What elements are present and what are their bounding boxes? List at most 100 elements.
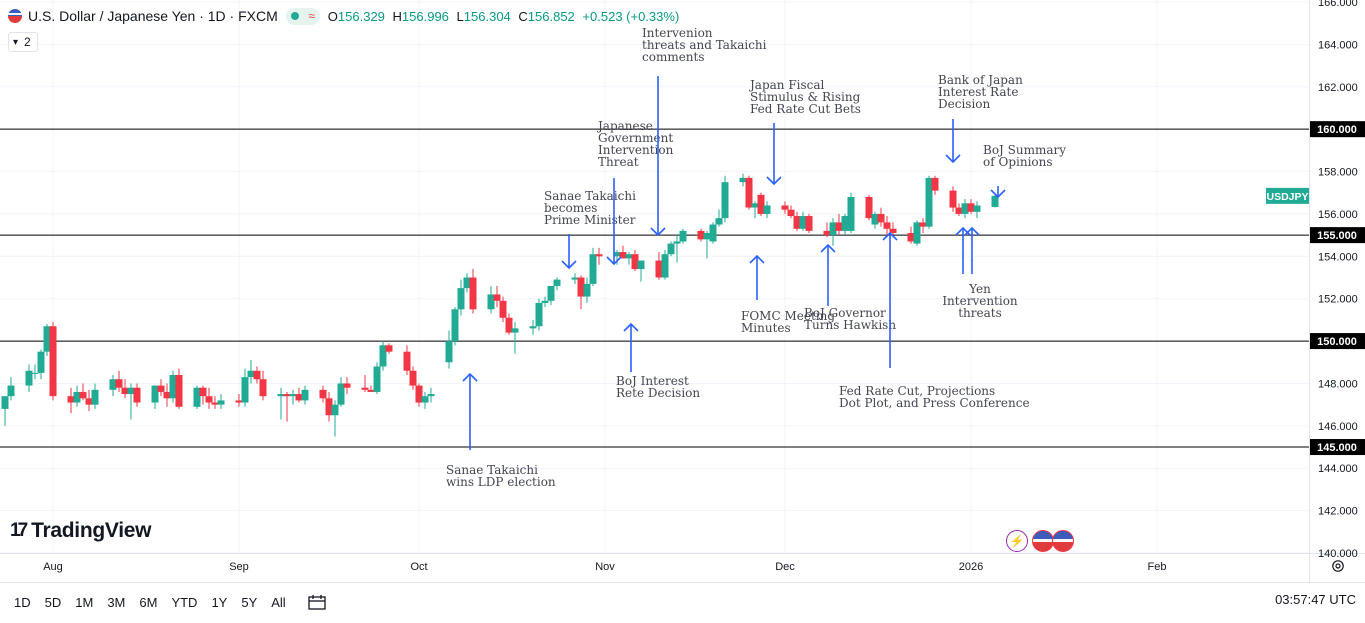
candle-up[interactable] <box>763 205 771 214</box>
candle-down[interactable] <box>919 222 927 227</box>
candle-up[interactable] <box>973 205 981 212</box>
candle-down[interactable] <box>157 385 165 392</box>
candle-up[interactable] <box>301 389 309 401</box>
candle-up[interactable] <box>7 385 15 397</box>
candle-down[interactable] <box>205 396 213 403</box>
candle-up[interactable] <box>277 394 285 397</box>
candle-down[interactable] <box>415 385 423 403</box>
candle-down[interactable] <box>469 277 477 310</box>
candle-down[interactable] <box>283 394 291 397</box>
annotation-label[interactable]: FOMC Meeting Minutes <box>741 309 835 335</box>
candle-down[interactable] <box>67 396 75 403</box>
indicators-toggle[interactable]: ▾ 2 <box>8 32 38 52</box>
timeframe-1m[interactable]: 1M <box>75 594 94 610</box>
lightning-icon[interactable]: ⚡ <box>1006 530 1028 552</box>
candle-down[interactable] <box>631 254 639 270</box>
timeframe-all[interactable]: All <box>271 594 286 610</box>
candle-down[interactable] <box>403 351 411 371</box>
candle-up[interactable] <box>31 372 39 374</box>
candle-down[interactable] <box>619 252 627 259</box>
candle-down[interactable] <box>745 177 753 208</box>
candle-up[interactable] <box>571 277 579 280</box>
candle-down[interactable] <box>259 379 267 397</box>
symbol-title[interactable]: U.S. Dollar / Japanese Yen · 1D · FXCM <box>28 8 278 24</box>
candle-up[interactable] <box>841 216 849 231</box>
candle-down[interactable] <box>577 277 585 297</box>
timeframe-ytd[interactable]: YTD <box>171 594 198 610</box>
candle-down[interactable] <box>889 228 897 233</box>
candle-up[interactable] <box>463 277 471 289</box>
timeframe-5y[interactable]: 5Y <box>241 594 258 610</box>
us-event-icon[interactable] <box>1032 530 1054 552</box>
candle-up[interactable] <box>25 370 33 386</box>
timeframe-6m[interactable]: 6M <box>139 594 158 610</box>
annotation-label[interactable]: Sanae Takaichi wins LDP election <box>446 463 556 489</box>
candle-up[interactable] <box>169 374 177 399</box>
timeframe-1y[interactable]: 1Y <box>211 594 228 610</box>
candle-down[interactable] <box>253 370 261 380</box>
candle-up[interactable] <box>703 232 711 240</box>
candle-down[interactable] <box>787 209 795 217</box>
candle-down[interactable] <box>79 391 87 399</box>
annotation-label[interactable]: Fed Rate Cut, Projections Dot Plot, and P… <box>839 384 1030 410</box>
candle-up[interactable] <box>847 196 855 231</box>
candle-up[interactable] <box>991 195 999 207</box>
candle-down[interactable] <box>805 216 813 231</box>
candle-up[interactable] <box>679 230 687 242</box>
candle-up[interactable] <box>43 326 51 352</box>
timeframe-1d[interactable]: 1D <box>14 594 31 610</box>
annotation-label[interactable]: BoJ Summary of Opinions <box>983 143 1066 169</box>
candle-up[interactable] <box>451 309 459 342</box>
candle-up[interactable] <box>535 302 543 327</box>
market-status-badge[interactable]: ≈ <box>285 7 320 25</box>
candle-up[interactable] <box>613 252 621 257</box>
candle-down[interactable] <box>295 394 303 401</box>
candle-up[interactable] <box>553 279 561 286</box>
candle-up[interactable] <box>925 177 933 227</box>
candle-up[interactable] <box>529 326 537 329</box>
candle-up[interactable] <box>721 182 729 219</box>
candle-up[interactable] <box>337 383 345 405</box>
annotation-label[interactable]: Bank of Japan Interest Rate Decision <box>938 73 1023 111</box>
candle-up[interactable] <box>109 379 117 390</box>
annotation-label[interactable]: Intervenion threats and Takaichi comments <box>642 26 767 64</box>
candle-down[interactable] <box>385 345 393 352</box>
candle-down[interactable] <box>325 398 333 416</box>
candle-up[interactable] <box>217 400 225 405</box>
candle-down[interactable] <box>367 389 375 392</box>
candle-down[interactable] <box>49 326 57 397</box>
candle-down[interactable] <box>835 222 843 231</box>
utc-clock[interactable]: 03:57:47 UTC <box>1275 592 1356 607</box>
candle-up[interactable] <box>739 177 747 183</box>
candle-down[interactable] <box>343 383 351 388</box>
candle-down[interactable] <box>505 317 513 333</box>
candle-down[interactable] <box>115 379 123 388</box>
annotation-label[interactable]: Japanese Government Intervention Threat <box>596 119 674 169</box>
candle-up[interactable] <box>667 243 675 255</box>
candle-down[interactable] <box>175 374 183 407</box>
candle-up[interactable] <box>541 300 549 303</box>
candle-up[interactable] <box>871 213 879 225</box>
candle-down[interactable] <box>409 370 417 386</box>
candle-up[interactable] <box>625 254 633 259</box>
candle-down[interactable] <box>865 196 873 219</box>
candle-down[interactable] <box>955 207 963 214</box>
candle-down[interactable] <box>781 205 789 210</box>
candle-down[interactable] <box>883 222 891 229</box>
annotation-label[interactable]: BoJ Governor Turns Hawkish <box>804 306 896 332</box>
candle-up[interactable] <box>799 216 807 229</box>
candle-down[interactable] <box>757 194 765 214</box>
gear-icon[interactable] <box>1331 559 1345 573</box>
candle-up[interactable] <box>193 387 201 407</box>
candle-down[interactable] <box>361 387 369 390</box>
candle-up[interactable] <box>127 387 135 395</box>
candle-up[interactable] <box>151 385 159 403</box>
candle-up[interactable] <box>583 283 591 297</box>
candle-up[interactable] <box>1 396 9 409</box>
candle-down[interactable] <box>121 387 129 395</box>
candle-up[interactable] <box>487 294 495 310</box>
candle-up[interactable] <box>457 288 465 310</box>
candle-down[interactable] <box>967 203 975 212</box>
candle-down[interactable] <box>595 254 603 257</box>
candle-up[interactable] <box>241 377 249 403</box>
